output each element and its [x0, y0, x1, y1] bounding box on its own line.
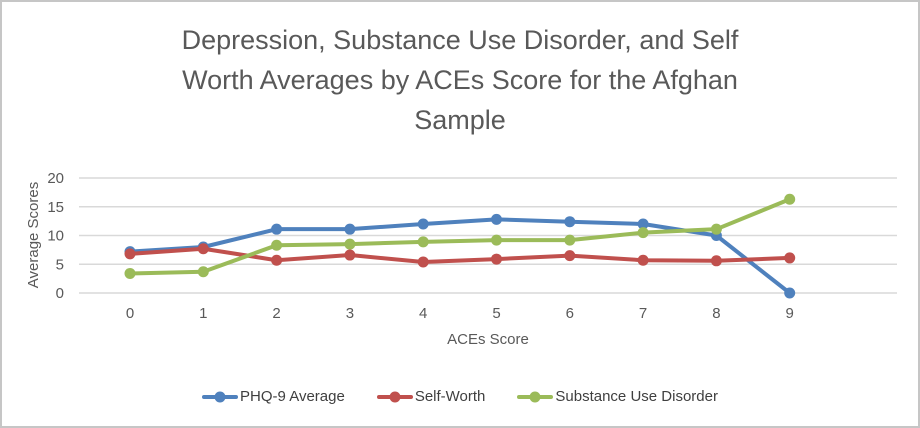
x-tick-label-5: 5 [492, 305, 500, 322]
series-2-point-4 [417, 236, 429, 248]
x-tick-label-0: 0 [126, 305, 134, 322]
legend-item-substance-use-disorder: Substance Use Disorder [517, 388, 718, 405]
series-1-point-0 [124, 248, 136, 260]
x-axis-title: ACEs Score [447, 331, 529, 348]
series-2-point-6 [564, 234, 576, 246]
x-tick-label-7: 7 [639, 305, 647, 322]
plot-area: 0 5 10 15 20 0 1 2 3 4 5 6 7 8 9 Average Scores ACEs Sco… [25, 170, 897, 348]
series-2-point-1 [197, 266, 209, 278]
series-2-point-2 [271, 239, 283, 251]
series-1-point-3 [344, 249, 356, 261]
series-2-point-0 [124, 267, 136, 279]
series-0-point-2 [271, 223, 283, 235]
series-line-2 [128, 197, 792, 276]
x-tick-label-1: 1 [199, 305, 207, 322]
chart-title-line-1: Depression, Substance Use Disorder, and … [181, 25, 739, 55]
chart-title-line-2: Worth Averages by ACEs Score for the Afg… [182, 65, 738, 95]
y-tick-label-15: 15 [47, 199, 64, 216]
series-1-point-6 [564, 250, 576, 262]
chart-title-line-3: Sample [414, 105, 506, 135]
series-1-point-1 [197, 243, 209, 255]
series-0-point-7 [637, 218, 649, 230]
legend-marker-self-worth-icon [376, 391, 413, 402]
series-1-point-4 [417, 256, 429, 268]
y-tick-label-10: 10 [47, 228, 64, 245]
series-2-point-8 [710, 223, 722, 235]
series-0-point-6 [564, 216, 576, 228]
series-2-point-5 [491, 234, 502, 246]
series-1-point-8 [710, 255, 722, 267]
legend-marker-substance-use-disorder-icon [517, 391, 554, 402]
y-tick-label-20: 20 [47, 170, 64, 187]
series-0-point-4 [417, 218, 429, 230]
x-tick-label-3: 3 [346, 305, 354, 322]
series-1-point-5 [491, 253, 502, 265]
y-axis-title: Average Scores [25, 182, 42, 288]
legend-item-phq9-average: PHQ-9 Average [202, 388, 345, 405]
series-1-point-2 [271, 254, 283, 266]
series-0-point-9 [784, 287, 796, 299]
series-1-point-9 [784, 252, 796, 264]
x-tick-label-9: 9 [786, 305, 794, 322]
series-1-point-7 [637, 254, 649, 266]
legend-item-self-worth: Self-Worth [376, 388, 486, 405]
chart-title: Depression, Substance Use Disorder, and … [42, 20, 878, 140]
x-tick-label-8: 8 [712, 305, 720, 322]
series-2-point-3 [344, 238, 356, 250]
x-tick-label-4: 4 [419, 305, 427, 322]
chart-legend: PHQ-9 Average Self-Worth Substance Use D… [2, 388, 918, 405]
y-tick-label-5: 5 [56, 256, 64, 273]
legend-label-self-worth: Self-Worth [414, 388, 486, 405]
series-2-point-9 [784, 193, 796, 205]
legend-marker-phq9-average-icon [202, 391, 239, 402]
x-tick-label-6: 6 [566, 305, 574, 322]
x-tick-label-2: 2 [272, 305, 280, 322]
series-line-1 [128, 246, 792, 264]
series-0-point-3 [344, 223, 356, 235]
legend-label-phq9-average: PHQ-9 Average [240, 388, 345, 405]
series-2-point-7 [637, 227, 649, 239]
legend-label-substance-use-disorder: Substance Use Disorder [555, 388, 718, 405]
y-tick-label-0: 0 [56, 285, 64, 302]
series-0-point-5 [491, 213, 502, 225]
